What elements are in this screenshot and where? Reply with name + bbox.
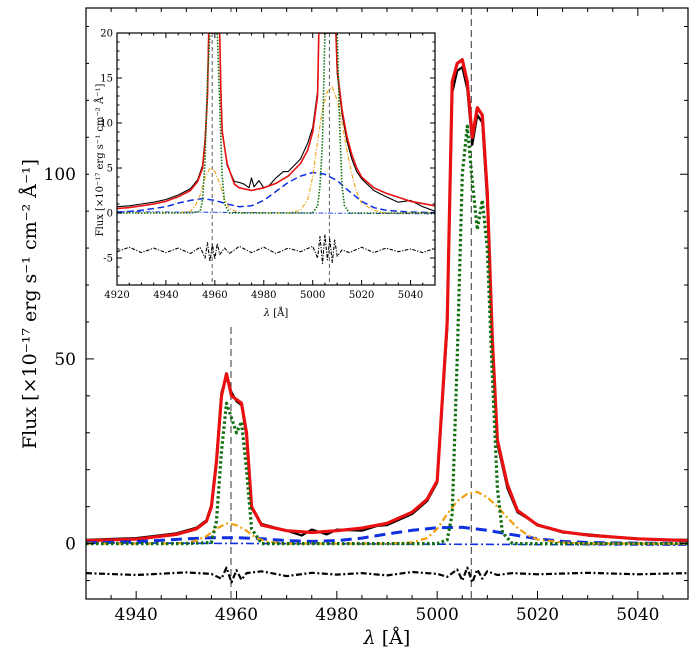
inset-xtick-label-3: 4980 xyxy=(251,290,276,301)
inset-y-axis-label: Flux [×10⁻¹⁷ erg s⁻¹ cm⁻² Å⁻¹] xyxy=(94,84,106,237)
inset-xtick-label-0: 4920 xyxy=(104,290,129,301)
main-series-dotted xyxy=(86,124,688,546)
inset-plot-frame xyxy=(116,32,436,286)
x-axis-label: λ [Å] xyxy=(363,627,411,649)
main-xtick-label-5: 5040 xyxy=(616,605,659,625)
inset-x-axis-label: λ [Å] xyxy=(263,307,289,319)
x-axis-symbol: λ xyxy=(363,627,376,649)
inset-series-total-model xyxy=(117,33,435,210)
main-ytick-label-2: 100 xyxy=(44,165,76,185)
inset-x-axis-symbol: λ xyxy=(263,308,270,319)
inset-ytick-label-3: 10 xyxy=(100,119,113,130)
inset-ytick-label-4: 15 xyxy=(100,74,113,85)
inset-ytick-label-2: 5 xyxy=(107,164,113,175)
y-axis-units: ×10⁻¹⁷ erg s⁻¹ cm⁻² Å⁻¹] xyxy=(19,159,41,394)
y-axis-label: Flux [×10⁻¹⁷ erg s⁻¹ cm⁻² Å⁻¹] xyxy=(19,159,41,449)
main-xtick-label-4: 5020 xyxy=(516,605,559,625)
main-series-residual xyxy=(86,566,688,584)
main-plot-frame xyxy=(85,7,689,600)
main-xtick-label-0: 4940 xyxy=(115,605,158,625)
inset-xtick-label-4: 5000 xyxy=(300,290,325,301)
main-xtick-label-3: 5000 xyxy=(416,605,459,625)
inset-ytick-label-5: 20 xyxy=(100,29,113,40)
inset-x-axis-unit: [Å] xyxy=(273,307,288,319)
inset-background xyxy=(89,12,441,323)
inset-series-dashed xyxy=(117,171,435,214)
inset-plot-panel: 4920 4940 4960 4980 5000 5020 5040 -5 0 5 10 15 20 λ… xyxy=(89,12,441,323)
main-xtick-label-2: 4980 xyxy=(315,605,358,625)
x-axis-unit: [Å] xyxy=(382,627,411,649)
inset-series-residual xyxy=(117,234,435,264)
inset-xtick-label-1: 4940 xyxy=(153,290,178,301)
main-series-total-model xyxy=(86,58,688,543)
inset-xtick-label-5: 5020 xyxy=(349,290,374,301)
inset-series-dotted xyxy=(117,33,435,214)
inset-xtick-label-2: 4960 xyxy=(202,290,227,301)
inset-ytick-label-1: 0 xyxy=(107,209,113,220)
y-axis-text: Flux [ xyxy=(19,393,41,449)
main-ytick-label-0: 0 xyxy=(65,535,76,555)
main-xtick-label-1: 4960 xyxy=(215,605,258,625)
main-series-dash-dot xyxy=(86,490,688,545)
main-ytick-label-1: 50 xyxy=(54,350,76,370)
inset-xtick-label-6: 5040 xyxy=(398,290,423,301)
inset-ytick-label-0: -5 xyxy=(103,254,113,265)
